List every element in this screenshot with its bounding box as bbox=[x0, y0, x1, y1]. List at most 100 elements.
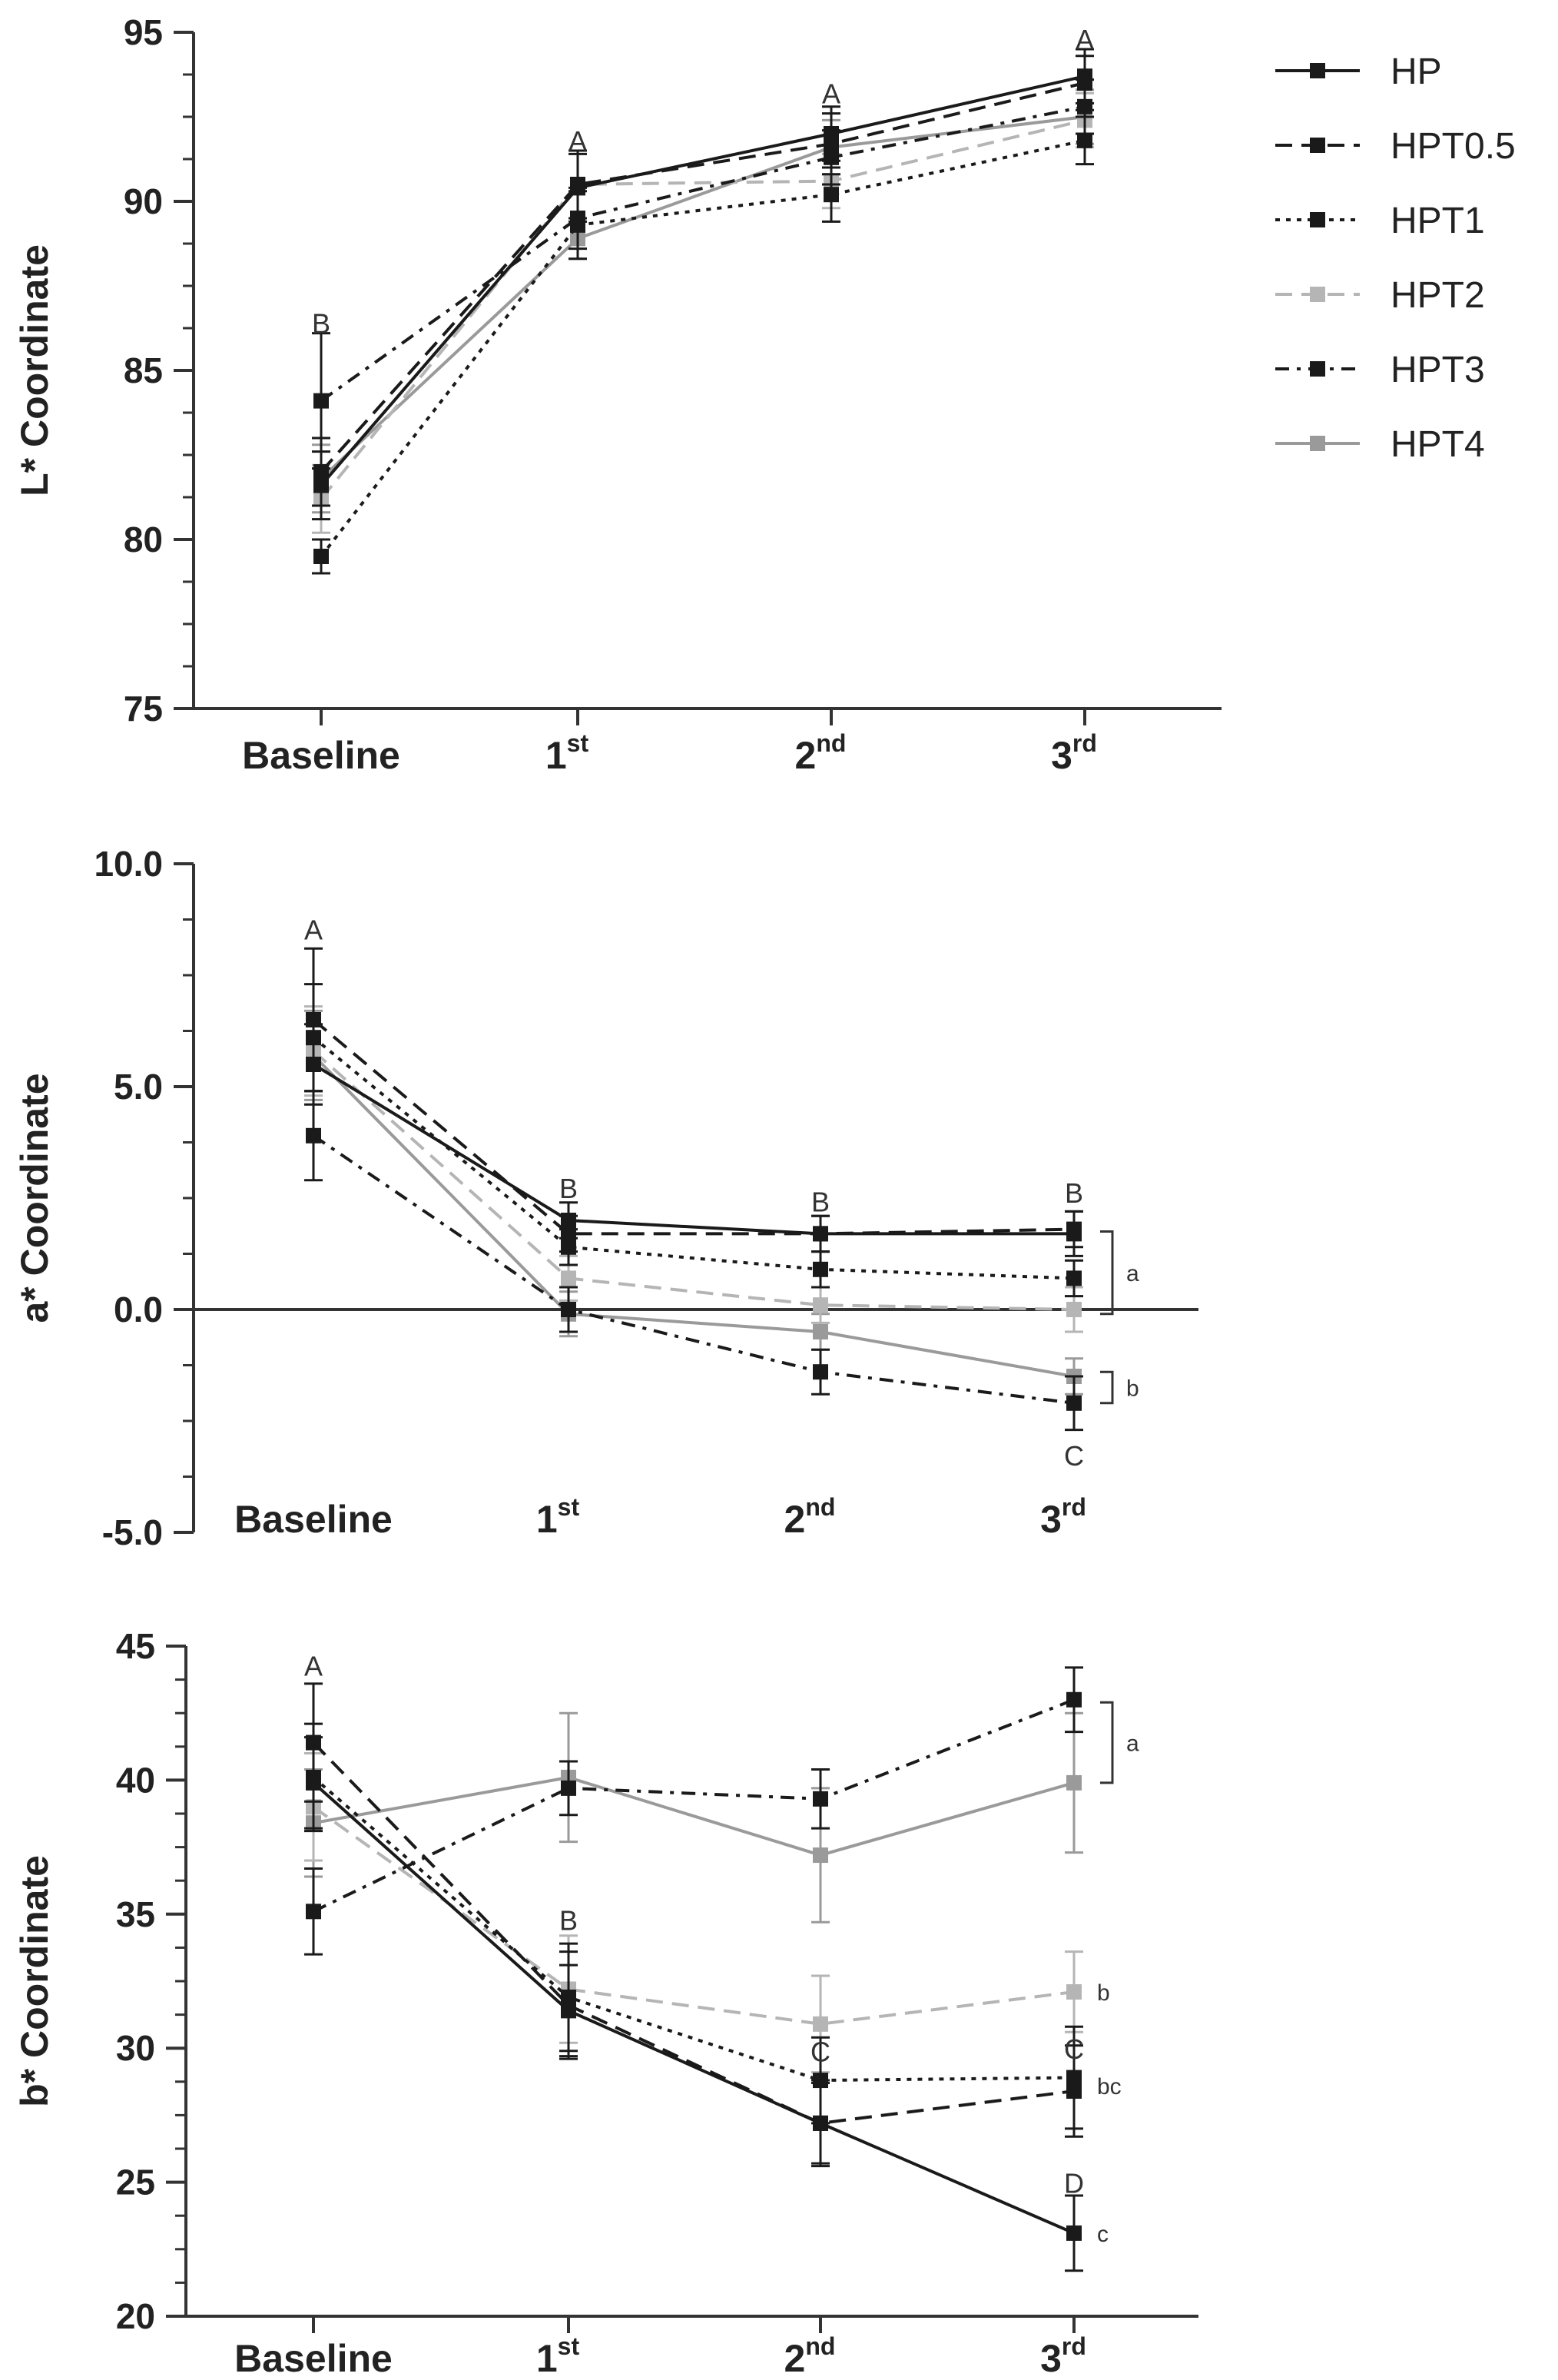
data-point bbox=[570, 211, 585, 226]
x-tick-sup: nd bbox=[816, 729, 846, 757]
series-line bbox=[312, 1134, 1075, 1405]
legend-item-hpt0-5: HPT0.5 bbox=[1275, 126, 1516, 167]
x-tick-sup: st bbox=[567, 729, 589, 757]
significance-letter: A bbox=[1076, 24, 1094, 55]
series-hp bbox=[304, 1023, 1083, 1257]
data-point bbox=[1066, 1302, 1082, 1317]
x-tick-sup: rd bbox=[1072, 729, 1097, 757]
legend-marker bbox=[1310, 63, 1325, 78]
x-tick-sup: nd bbox=[805, 2332, 835, 2360]
x-tick-sup: nd bbox=[805, 1493, 835, 1521]
x-tick-label: 1st bbox=[545, 729, 589, 777]
y-axis-title: a* Coordinate bbox=[13, 1073, 56, 1323]
significance-letter: D bbox=[1064, 2168, 1084, 2199]
legend-label: HPT3 bbox=[1391, 350, 1485, 390]
y-tick-label: 40 bbox=[116, 1760, 155, 1800]
data-point bbox=[813, 1364, 828, 1380]
series-hpt0-5 bbox=[304, 947, 1083, 1253]
data-point bbox=[1077, 98, 1092, 115]
data-point bbox=[813, 1226, 828, 1242]
data-point bbox=[1077, 132, 1092, 148]
x-tick-sup: rd bbox=[1062, 2332, 1086, 2360]
legend-label: HPT1 bbox=[1391, 201, 1485, 241]
data-point bbox=[813, 2073, 828, 2089]
significance-letter: B bbox=[559, 1905, 578, 1937]
series-line bbox=[320, 81, 1086, 473]
x-tick-sup: rd bbox=[1062, 1493, 1086, 1521]
legend-item-hpt2: HPT2 bbox=[1275, 275, 1485, 316]
series-line bbox=[312, 1805, 1075, 2026]
series-line bbox=[312, 1741, 1075, 2125]
legend-marker bbox=[1310, 361, 1325, 377]
series-line bbox=[320, 75, 1086, 486]
significance-letter: B bbox=[1065, 1177, 1083, 1209]
x-tick-main: 3 bbox=[1051, 734, 1072, 777]
x-tick-label: 2nd bbox=[784, 2332, 836, 2380]
series-hpt4 bbox=[304, 1009, 1083, 1396]
legend-item-hp: HP bbox=[1275, 51, 1442, 92]
series-hpt3 bbox=[304, 1090, 1083, 1432]
group-letter: a bbox=[1126, 1731, 1139, 1757]
y-tick-label: 20 bbox=[116, 2296, 155, 2336]
y-tick-label: 25 bbox=[116, 2163, 155, 2202]
group-letter: bc bbox=[1097, 2074, 1122, 2100]
series-line bbox=[320, 138, 1086, 558]
data-point bbox=[306, 1127, 321, 1144]
legend-label: HPT0.5 bbox=[1391, 126, 1516, 167]
y-tick-label: 5.0 bbox=[114, 1067, 163, 1107]
data-point bbox=[561, 1270, 576, 1286]
data-point bbox=[1066, 2225, 1082, 2241]
series-hpt1 bbox=[304, 1722, 1083, 2130]
significance-letter: A bbox=[569, 125, 587, 157]
group-letter: b bbox=[1126, 1376, 1139, 1402]
series-line bbox=[312, 1018, 1075, 1236]
y-axis-title: b* Coordinate bbox=[13, 1855, 56, 2107]
series-line bbox=[312, 1054, 1075, 1378]
data-point bbox=[1066, 2070, 1082, 2086]
y-axis-title: L* Coordinate bbox=[13, 244, 56, 496]
data-point bbox=[813, 1791, 828, 1807]
x-tick-main: 3 bbox=[1040, 1498, 1062, 1541]
x-tick-main: 3 bbox=[1040, 2337, 1062, 2380]
legend-item-hpt4: HPT4 bbox=[1275, 424, 1485, 465]
significance-letter: C bbox=[810, 2036, 830, 2068]
x-tick-main: 2 bbox=[784, 1498, 806, 1541]
data-point bbox=[561, 1239, 576, 1255]
x-tick-main: Baseline bbox=[242, 734, 400, 777]
data-point bbox=[813, 2016, 828, 2032]
series-line bbox=[312, 1781, 1075, 2235]
legend-item-hpt1: HPT1 bbox=[1275, 201, 1485, 241]
x-tick-label: 2nd bbox=[795, 729, 847, 777]
series-line bbox=[312, 1050, 1075, 1311]
significance-letter: A bbox=[304, 914, 323, 946]
series-line bbox=[320, 105, 1086, 403]
series-hpt3 bbox=[312, 78, 1094, 470]
data-point bbox=[1066, 1774, 1082, 1791]
group-letter: c bbox=[1097, 2222, 1109, 2247]
data-point bbox=[306, 1769, 321, 1785]
chart-a-coordinate: -5.0 0.0 5.0 10.0 Baseline 1st 2nd 3rd a* Coordi… bbox=[13, 844, 1198, 1552]
data-point bbox=[313, 549, 329, 564]
group-bracket bbox=[1100, 1230, 1114, 1316]
y-tick-label: 0.0 bbox=[114, 1290, 163, 1329]
series-line bbox=[312, 1063, 1074, 1236]
series-hp bbox=[312, 48, 1094, 521]
significance-letter: C bbox=[1064, 2033, 1084, 2065]
y-tick-label: 45 bbox=[116, 1626, 155, 1666]
series-hpt0-5 bbox=[304, 1682, 1083, 2168]
x-tick-main: 2 bbox=[784, 2337, 806, 2380]
series-hpt1 bbox=[304, 983, 1083, 1298]
series-hpt4 bbox=[312, 88, 1094, 514]
y-tick-label: 80 bbox=[124, 519, 163, 559]
series-hpt3 bbox=[304, 1666, 1083, 1956]
legend: HP HPT0.5 HPT1 HPT2 HPT3 HPT4 bbox=[1275, 51, 1516, 465]
x-tick-label: 2nd bbox=[784, 1493, 836, 1541]
legend-marker bbox=[1310, 138, 1325, 153]
group-letter: a bbox=[1126, 1261, 1139, 1286]
legend-marker bbox=[1310, 287, 1325, 302]
data-point bbox=[561, 1989, 576, 2005]
legend-label: HPT4 bbox=[1391, 424, 1485, 465]
data-point bbox=[813, 1261, 828, 1277]
series-hpt0-5 bbox=[312, 55, 1094, 507]
significance-letter: B bbox=[811, 1186, 830, 1217]
